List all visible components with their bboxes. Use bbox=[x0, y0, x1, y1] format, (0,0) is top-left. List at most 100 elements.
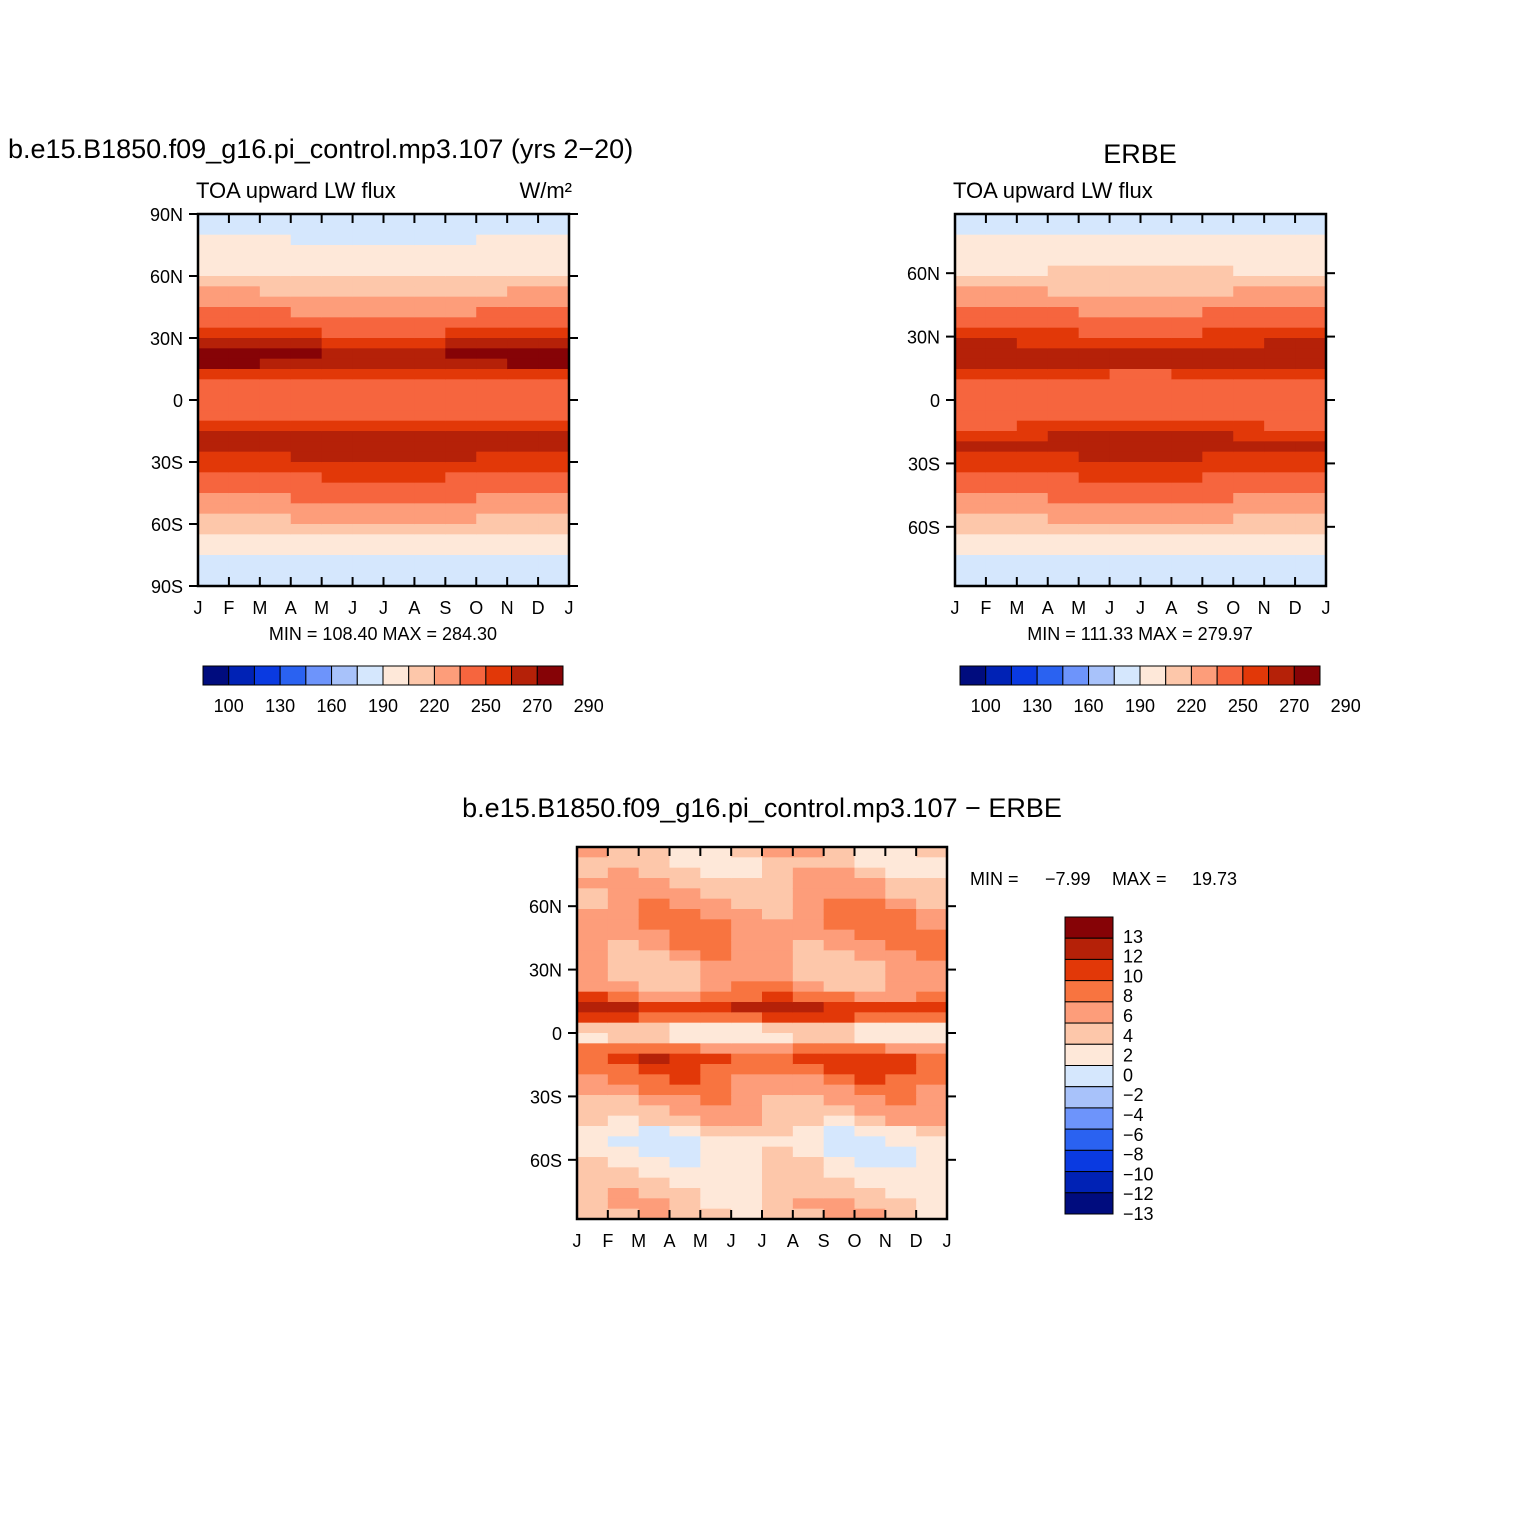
x-tick-label: J bbox=[727, 1231, 736, 1251]
heatmap-cell bbox=[792, 1126, 825, 1137]
heatmap-cell bbox=[792, 950, 825, 962]
heatmap-cell bbox=[1016, 265, 1049, 277]
heatmap-cell bbox=[577, 929, 609, 941]
heatmap-cell bbox=[669, 950, 701, 962]
heatmap-cell bbox=[1295, 379, 1327, 391]
heatmap-cell bbox=[1047, 348, 1080, 360]
heatmap-cell bbox=[669, 940, 701, 951]
heatmap-cell bbox=[638, 1022, 671, 1034]
heatmap-cell bbox=[985, 255, 1018, 267]
heatmap-cell bbox=[762, 909, 794, 920]
heatmap-cell bbox=[1109, 255, 1142, 267]
heatmap-cell bbox=[352, 431, 385, 442]
heatmap-cell bbox=[854, 1053, 886, 1065]
heatmap-cell bbox=[321, 462, 354, 473]
heatmap-cell bbox=[1264, 513, 1296, 525]
heatmap-cell bbox=[383, 296, 416, 308]
heatmap-cell bbox=[383, 214, 416, 225]
heatmap-cell bbox=[762, 857, 794, 869]
colorbar-label: 250 bbox=[1228, 696, 1258, 716]
heatmap-cell bbox=[507, 482, 539, 494]
heatmap-cell bbox=[762, 1002, 794, 1013]
heatmap-cell bbox=[577, 1146, 609, 1158]
heatmap-cell bbox=[1264, 441, 1296, 453]
heatmap-cell bbox=[321, 534, 354, 546]
heatmap-cell bbox=[638, 1208, 671, 1220]
heatmap-cell bbox=[1109, 513, 1142, 525]
heatmap-cell bbox=[762, 919, 794, 931]
heatmap-cell bbox=[731, 857, 763, 869]
heatmap-cell bbox=[731, 1033, 763, 1044]
heatmap-cell bbox=[985, 534, 1018, 546]
heatmap-cell bbox=[259, 451, 292, 463]
heatmap-cell bbox=[445, 224, 477, 236]
x-tick-label: A bbox=[1165, 598, 1177, 618]
heatmap-cell bbox=[1078, 327, 1111, 339]
heatmap-cell bbox=[1140, 451, 1173, 463]
heatmap-cell bbox=[1233, 431, 1265, 442]
heatmap-cell bbox=[538, 431, 570, 442]
colorbar-swatch bbox=[1064, 958, 1114, 982]
heatmap-cell bbox=[854, 929, 886, 941]
heatmap-cell bbox=[669, 1033, 701, 1044]
heatmap-cell bbox=[321, 296, 354, 308]
heatmap-cell bbox=[1016, 493, 1049, 504]
heatmap-cell bbox=[577, 981, 609, 993]
heatmap-cell bbox=[445, 544, 477, 556]
heatmap-cell bbox=[916, 929, 948, 941]
heatmap-cell bbox=[985, 493, 1018, 504]
heatmap-cell bbox=[1171, 513, 1203, 525]
heatmap-cell bbox=[1202, 420, 1234, 432]
heatmap-cell bbox=[792, 940, 825, 951]
heatmap-cell bbox=[669, 1208, 701, 1220]
heatmap-cell bbox=[916, 991, 948, 1003]
heatmap-cell bbox=[1140, 513, 1173, 525]
heatmap-cell bbox=[1078, 317, 1111, 329]
heatmap-cell bbox=[638, 847, 671, 858]
heatmap-cell bbox=[885, 847, 917, 858]
heatmap-cell bbox=[414, 400, 446, 411]
heatmap-cell bbox=[228, 493, 261, 504]
heatmap-cell bbox=[955, 214, 987, 225]
heatmap-cell bbox=[762, 898, 794, 910]
heatmap-cell bbox=[1202, 513, 1234, 525]
heatmap-cell bbox=[1171, 524, 1203, 535]
heatmap-cell bbox=[259, 462, 292, 473]
heatmap-cell bbox=[607, 1115, 640, 1127]
heatmap-cell bbox=[1295, 503, 1327, 515]
heatmap-cell bbox=[198, 338, 230, 349]
heatmap-cell bbox=[383, 327, 416, 339]
heatmap-cell bbox=[476, 493, 508, 504]
x-tick-label: A bbox=[663, 1231, 675, 1251]
heatmap-cell bbox=[445, 534, 477, 546]
heatmap-cell bbox=[885, 1033, 917, 1044]
heatmap-cell bbox=[823, 960, 856, 972]
heatmap-cell bbox=[669, 1074, 701, 1086]
heatmap-cell bbox=[792, 991, 825, 1003]
heatmap-cell bbox=[507, 400, 539, 411]
heatmap-cell bbox=[507, 493, 539, 504]
heatmap-cell bbox=[321, 234, 354, 246]
heatmap-cell bbox=[321, 410, 354, 422]
heatmap-cell bbox=[916, 867, 948, 879]
colorbar-label: −12 bbox=[1123, 1184, 1154, 1204]
heatmap-cell bbox=[414, 462, 446, 473]
heatmap-cell bbox=[762, 950, 794, 962]
heatmap-cell bbox=[985, 503, 1018, 515]
heatmap-cell bbox=[445, 348, 477, 360]
heatmap-cell bbox=[198, 544, 230, 556]
heatmap-cell bbox=[792, 1043, 825, 1055]
heatmap-cell bbox=[414, 369, 446, 380]
heatmap-cell bbox=[259, 524, 292, 535]
heatmap-cell bbox=[538, 420, 570, 432]
heatmap-cell bbox=[1233, 503, 1265, 515]
colorbar-label: −13 bbox=[1123, 1204, 1154, 1224]
heatmap-cell bbox=[1202, 431, 1234, 442]
colorbar-swatch bbox=[485, 665, 513, 686]
heatmap-cell bbox=[414, 214, 446, 225]
heatmap-cell bbox=[700, 1053, 732, 1065]
heatmap-cell bbox=[854, 857, 886, 869]
colorbar-label: −8 bbox=[1123, 1145, 1144, 1165]
heatmap-cell bbox=[198, 482, 230, 494]
